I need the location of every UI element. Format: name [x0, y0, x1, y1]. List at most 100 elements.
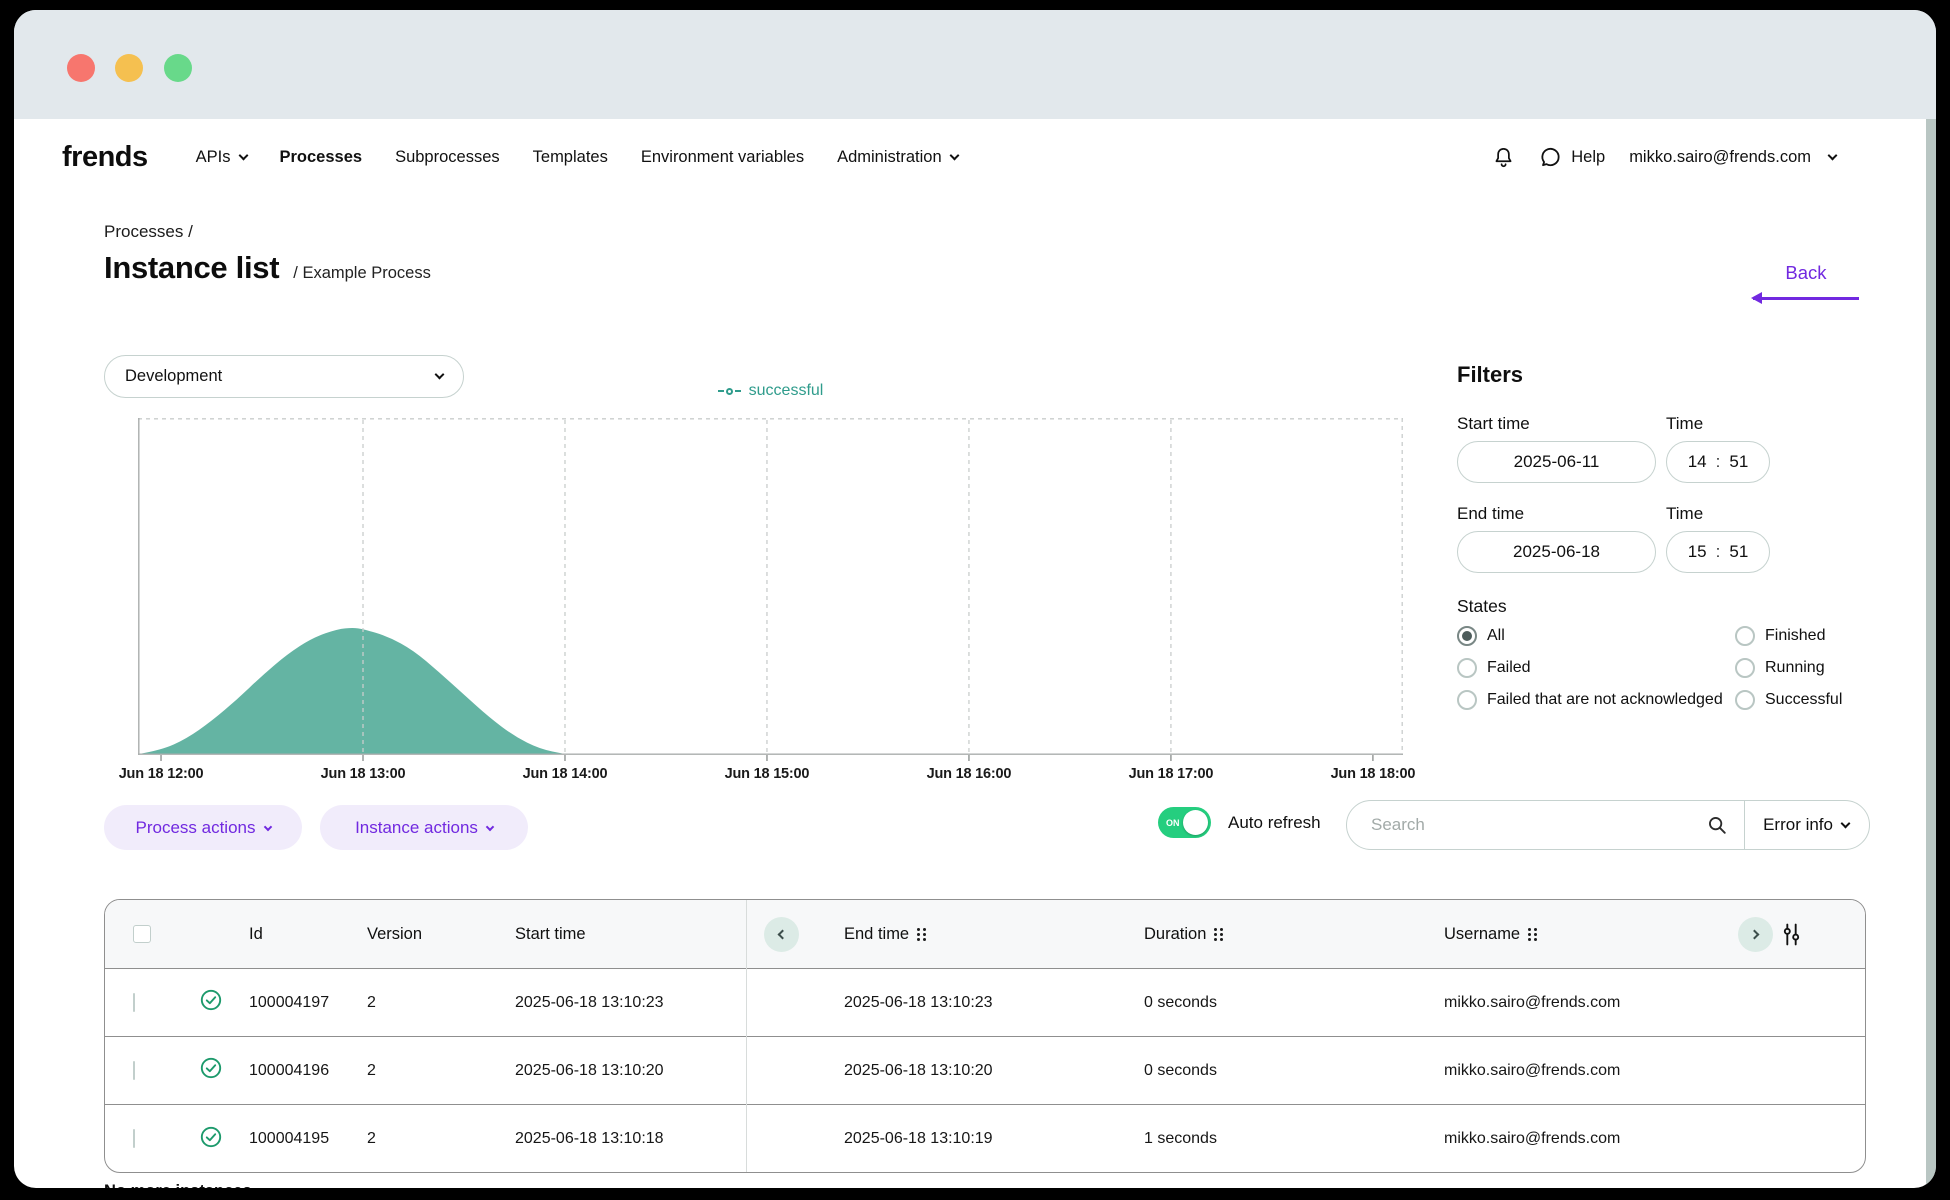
environment-select[interactable]: Development [104, 355, 464, 398]
table-row[interactable]: 100004196 2 2025-06-18 13:10:20 2025-06-… [105, 1037, 1865, 1105]
end-time-column-header[interactable]: End time [816, 925, 1116, 944]
divider [1743, 801, 1746, 849]
start-minute-value: 51 [1729, 452, 1749, 471]
username-column-header[interactable]: Username [1416, 925, 1722, 944]
radio-successful[interactable]: Successful [1735, 690, 1869, 710]
table-row[interactable]: 100004197 2 2025-06-18 13:10:23 2025-06-… [105, 969, 1865, 1037]
column-label: Id [249, 924, 263, 943]
nav-item-processes[interactable]: Processes [280, 148, 363, 167]
back-link[interactable]: Back [1751, 262, 1859, 303]
cell-start-time: 2025-06-18 13:10:18 [515, 1130, 664, 1147]
help-bubble-icon [1541, 147, 1560, 166]
cell-id: 100004196 [249, 1061, 330, 1079]
row-checkbox[interactable] [133, 1129, 135, 1148]
x-axis-label: Jun 18 14:00 [522, 766, 608, 782]
cell-duration: 1 seconds [1144, 1130, 1217, 1147]
radio-button-icon [1457, 690, 1477, 710]
instance-actions-label: Instance actions [355, 817, 478, 837]
end-time-input[interactable]: 15 : 51 [1666, 531, 1770, 573]
error-info-dropdown[interactable]: Error info [1745, 815, 1869, 835]
radio-button-icon [1457, 626, 1477, 646]
scroll-columns-right-button[interactable] [1738, 916, 1773, 952]
column-label: End time [844, 924, 910, 943]
radio-failed-not-acknowledged[interactable]: Failed that are not acknowledged [1457, 690, 1735, 710]
help-button[interactable]: Help [1539, 146, 1605, 169]
chevron-down-icon [263, 822, 272, 831]
radio-label: Failed that are not acknowledged [1487, 691, 1723, 708]
nav-item-administration[interactable]: Administration [837, 147, 960, 167]
cell-id: 100004195 [249, 1130, 330, 1147]
user-menu[interactable]: mikko.sairo@frends.com [1629, 147, 1838, 167]
close-window-button[interactable] [67, 54, 95, 82]
page-subtitle: / Example Process [293, 264, 431, 282]
end-date-input[interactable]: 2025-06-18 [1457, 531, 1656, 573]
radio-all[interactable]: All [1457, 626, 1735, 646]
nav-item-environment-variables[interactable]: Environment variables [641, 148, 804, 167]
x-axis-label: Jun 18 15:00 [724, 766, 810, 782]
cell-end-time: 2025-06-18 13:10:23 [844, 993, 993, 1011]
chevron-down-icon [1827, 150, 1838, 160]
nav-menu: APIs Processes Subprocesses Templates En… [196, 147, 960, 167]
search-icon[interactable] [1706, 814, 1728, 836]
radio-button-icon [1735, 626, 1755, 646]
radio-button-icon [1735, 658, 1755, 678]
duration-column-header[interactable]: Duration [1116, 925, 1416, 944]
cell-start-time: 2025-06-18 13:10:20 [515, 1061, 664, 1079]
drag-handle-icon[interactable] [1528, 927, 1538, 941]
chevron-down-icon [949, 150, 960, 160]
row-checkbox[interactable] [133, 992, 135, 1012]
column-settings-sliders-icon[interactable] [1782, 923, 1801, 946]
nav-item-subprocesses[interactable]: Subprocesses [395, 148, 500, 167]
app-window: frends APIs Processes Subprocesses Templ… [14, 10, 1936, 1188]
maximize-window-button[interactable] [164, 54, 192, 82]
radio-finished[interactable]: Finished [1735, 626, 1869, 646]
cell-username: mikko.sairo@frends.com [1444, 1130, 1621, 1147]
states-radio-group: All Finished Failed Running Failed that … [1457, 626, 1869, 710]
frends-logo[interactable]: frends [62, 140, 148, 173]
scroll-columns-left-button[interactable] [763, 916, 799, 952]
instance-table: Id Version Start time End time [104, 899, 1866, 1173]
process-actions-label: Process actions [135, 817, 256, 837]
notifications-bell-icon[interactable] [1492, 145, 1515, 169]
auto-refresh-toggle[interactable]: ON [1158, 807, 1211, 838]
cell-start-time: 2025-06-18 13:10:23 [515, 993, 664, 1011]
x-axis-label: Jun 18 18:00 [1330, 766, 1416, 782]
chevron-left-icon [777, 929, 788, 939]
breadcrumb[interactable]: Processes / [104, 222, 193, 241]
drag-handle-icon[interactable] [1214, 927, 1224, 941]
drag-handle-icon[interactable] [917, 927, 927, 941]
cell-username: mikko.sairo@frends.com [1444, 993, 1621, 1011]
legend-label: successful [748, 382, 824, 399]
cell-duration: 0 seconds [1144, 1061, 1217, 1079]
window-titlebar [14, 10, 1936, 119]
radio-running[interactable]: Running [1735, 658, 1869, 678]
environment-select-value: Development [125, 367, 223, 385]
radio-label: Running [1765, 659, 1825, 676]
page-title: Instance list [104, 250, 280, 285]
nav-item-templates[interactable]: Templates [533, 148, 608, 167]
nav-item-apis[interactable]: APIs [196, 148, 248, 167]
nav-item-label: Administration [837, 147, 942, 166]
radio-failed[interactable]: Failed [1457, 658, 1735, 678]
table-row[interactable]: 100004195 2 2025-06-18 13:10:18 2025-06-… [105, 1105, 1865, 1173]
minimize-window-button[interactable] [115, 54, 143, 82]
row-checkbox[interactable] [133, 1060, 135, 1080]
nav-item-label: Environment variables [640, 147, 805, 166]
start-hour-value: 14 [1687, 452, 1707, 471]
nav-item-label: Processes [279, 147, 363, 166]
search-input[interactable] [1347, 815, 1706, 835]
process-actions-button[interactable]: Process actions [104, 805, 302, 850]
help-label: Help [1571, 147, 1606, 166]
radio-button-icon [1457, 658, 1477, 678]
start-time-input[interactable]: 14 : 51 [1666, 441, 1770, 483]
chevron-right-icon [1749, 929, 1759, 939]
select-all-checkbox[interactable] [133, 925, 151, 943]
cell-end-time: 2025-06-18 13:10:20 [844, 1061, 993, 1079]
start-date-input[interactable]: 2025-06-11 [1457, 441, 1656, 483]
back-arrow-icon [1751, 292, 1859, 303]
main-navbar: frends APIs Processes Subprocesses Templ… [14, 119, 1936, 195]
instance-actions-button[interactable]: Instance actions [320, 805, 528, 850]
user-email: mikko.sairo@frends.com [1629, 147, 1811, 166]
scrollbar-track[interactable] [1926, 119, 1936, 1188]
